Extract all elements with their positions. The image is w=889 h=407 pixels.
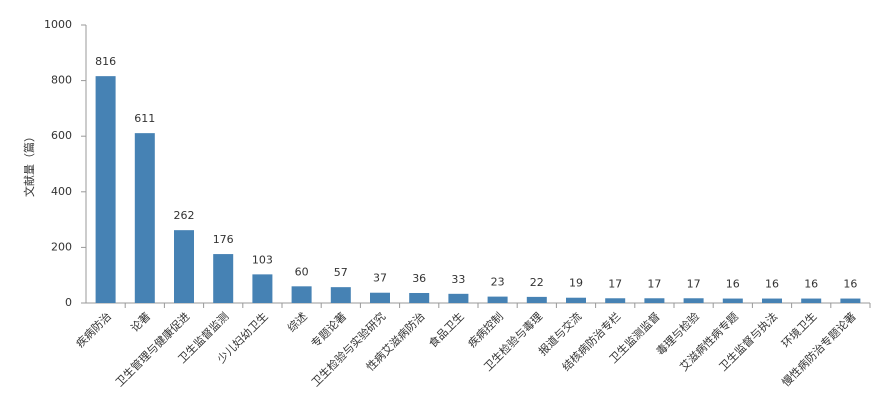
x-tick-label: 环境卫生 [778,309,819,350]
y-tick-label: 1000 [44,18,72,31]
bar [801,298,822,303]
value-label: 262 [174,209,195,222]
bar [95,76,116,303]
x-tick-label: 慢性病防治专题论著 [779,309,859,389]
value-label: 176 [213,233,234,246]
x-tick-label: 食品卫生 [426,309,467,350]
bar [526,296,547,303]
x-tick-label: 卫生管理与健康促进 [112,309,192,389]
value-label: 611 [134,112,155,125]
value-label: 17 [647,277,661,290]
bar [213,254,234,303]
value-label: 16 [804,278,818,291]
x-tick-label: 论著 [128,309,153,334]
value-label: 19 [569,277,583,290]
x-tick-label: 综述 [284,309,309,334]
bar [840,298,861,303]
value-label: 16 [765,278,779,291]
bar [605,298,626,303]
bar [566,297,586,303]
value-label: 16 [726,278,740,291]
y-tick-label: 200 [51,240,72,253]
bar [487,296,508,303]
y-tick-label: 800 [51,74,72,87]
bar [448,293,469,303]
value-label: 33 [451,273,465,286]
value-label: 60 [295,265,309,278]
value-label: 17 [687,277,701,290]
y-tick-label: 600 [51,129,72,142]
x-tick-label: 疾病防治 [73,309,114,350]
bar [330,287,351,303]
y-axis-label: 文献量（篇） [22,131,36,197]
bar [291,286,312,303]
bar [174,230,194,303]
value-label: 22 [530,276,544,289]
value-label: 103 [252,253,273,266]
value-label: 37 [373,272,387,285]
bar [722,298,743,303]
x-tick-label: 卫生检验与实验研究 [308,309,388,389]
x-tick-label: 专题论著 [308,309,349,350]
bar [683,298,704,303]
x-tick-label: 疾病控制 [465,309,506,350]
bar [252,274,273,303]
y-tick-label: 400 [51,185,72,198]
bar [370,292,390,303]
value-label: 816 [95,55,116,68]
value-label: 57 [334,266,348,279]
y-tick-label: 0 [65,296,72,309]
value-label: 16 [843,278,857,291]
value-label: 23 [491,276,505,289]
value-label: 17 [608,277,622,290]
bar [762,298,782,303]
bar [134,133,155,303]
value-label: 36 [412,272,426,285]
bar [644,298,665,303]
bar [409,292,430,303]
